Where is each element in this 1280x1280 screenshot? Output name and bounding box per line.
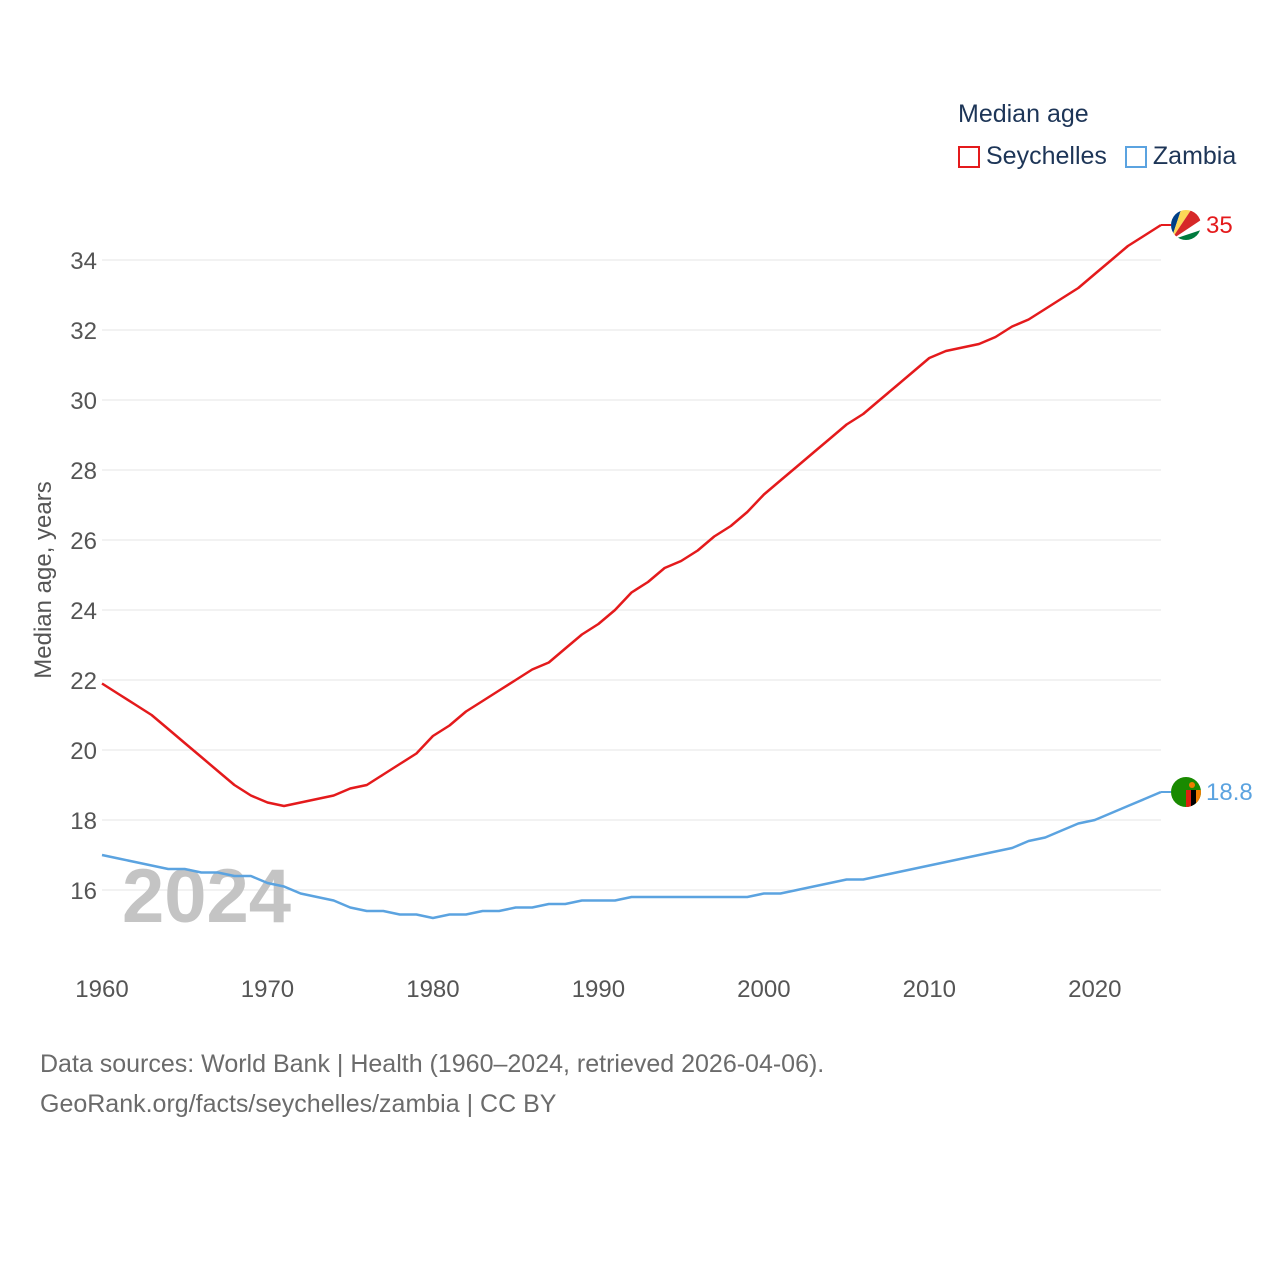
x-tick-label: 2000 [737, 976, 790, 1003]
y-axis-tick-labels: 16 18 20 22 24 26 28 30 32 34 [70, 248, 97, 905]
y-tick-label: 32 [70, 318, 97, 345]
legend-label-zambia: Zambia [1152, 142, 1237, 170]
series-line-zambia [101, 790, 1162, 920]
grid-lines [102, 259, 1161, 891]
legend-label-seychelles: Seychelles [986, 142, 1107, 170]
y-axis-label: Median age, years [30, 481, 57, 678]
source-link[interactable]: GeoRank.org/facts/seychelles/zambia | CC… [40, 1090, 557, 1118]
zambia-flag-icon [1161, 777, 1201, 807]
x-tick-label: 1970 [241, 976, 294, 1003]
y-tick-label: 22 [70, 668, 97, 695]
y-tick-label: 28 [70, 458, 97, 485]
y-tick-label: 18 [70, 808, 97, 835]
legend-swatch-seychelles [958, 145, 980, 168]
end-value-label-seychelles: 35 [1206, 212, 1233, 239]
seychelles-flag-icon [1161, 210, 1201, 240]
y-tick-label: 26 [70, 528, 97, 555]
y-tick-label: 20 [70, 738, 97, 765]
legend: Seychelles Zambia [958, 142, 1254, 171]
x-axis-tick-labels: 1960 1970 1980 1990 2000 2010 2020 [75, 976, 1121, 1003]
series-lines [101, 223, 1162, 920]
legend-swatch-zambia [1124, 145, 1147, 168]
year-watermark: 2024 [122, 854, 291, 939]
x-tick-label: 1980 [406, 976, 459, 1003]
x-tick-label: 1990 [572, 976, 625, 1003]
series-end-markers: 35 18.8 [1161, 210, 1253, 807]
y-tick-label: 30 [70, 388, 97, 415]
y-tick-label: 34 [70, 248, 97, 275]
data-sources-note: Data sources: World Bank | Health (1960–… [40, 1050, 825, 1078]
x-tick-label: 1960 [75, 976, 128, 1003]
legend-item-zambia[interactable]: Zambia [1124, 142, 1237, 171]
y-tick-label: 16 [70, 878, 97, 905]
y-tick-label: 24 [70, 598, 97, 625]
legend-item-seychelles[interactable]: Seychelles [958, 142, 1107, 171]
x-tick-label: 2020 [1068, 976, 1121, 1003]
footer: Data sources: World Bank | Health (1960–… [40, 1044, 824, 1124]
end-value-label-zambia: 18.8 [1206, 779, 1253, 806]
x-tick-label: 2010 [903, 976, 956, 1003]
series-line-seychelles [101, 223, 1162, 808]
legend-title: Median age [958, 100, 1089, 128]
